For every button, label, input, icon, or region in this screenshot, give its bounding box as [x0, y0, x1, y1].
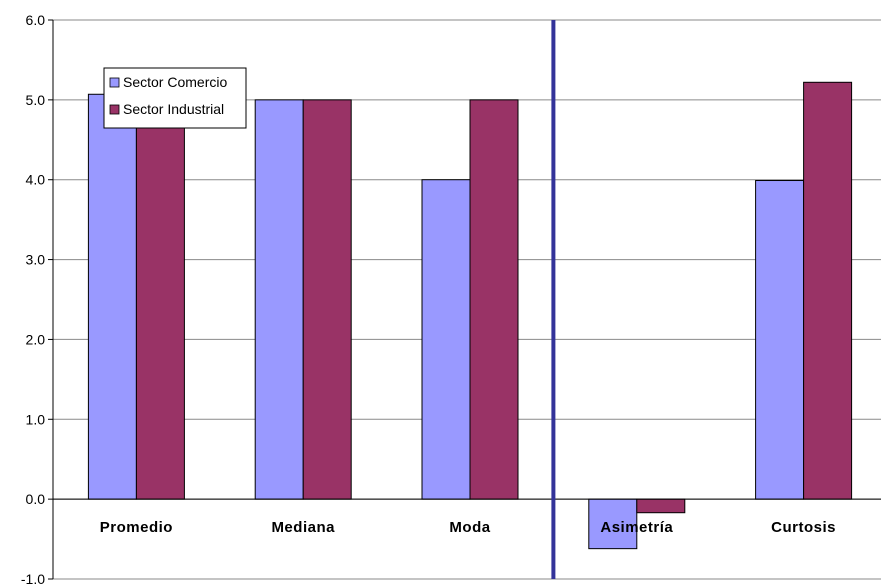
bar-comercio-0: [87, 93, 137, 500]
category-label: Curtosis: [771, 519, 836, 536]
legend-label-comercio: Sector Comercio: [123, 74, 227, 90]
category-label: Asimetría: [600, 519, 673, 536]
bar-comercio-3: [588, 498, 638, 550]
category-label: Promedio: [100, 519, 173, 536]
bar-industrial-4: [803, 81, 853, 500]
y-tick-label: 2.0: [26, 331, 46, 347]
legend-label-industrial: Sector Industrial: [123, 101, 224, 117]
bars: [87, 81, 853, 550]
bar-comercio-1: [254, 99, 304, 500]
y-tick-label: 0.0: [26, 491, 46, 507]
bar-comercio-2: [421, 179, 471, 500]
bar-industrial-3: [636, 498, 686, 514]
bar-industrial-1: [302, 99, 352, 500]
y-tick-label: 3.0: [26, 252, 46, 268]
bar-comercio-4: [755, 180, 805, 500]
category-labels: Promedio Mediana Moda Asimetría Curtosis: [100, 519, 836, 536]
y-tick-label: 1.0: [26, 411, 46, 427]
bar-industrial-2: [469, 99, 519, 500]
y-tick-labels: 6.0 5.0 4.0 3.0 2.0 1.0 0.0 -1.0: [21, 12, 45, 584]
legend-swatch-comercio: [109, 77, 120, 88]
y-tick-label: 5.0: [26, 92, 46, 108]
axes: [52, 20, 881, 579]
y-tick-label: -1.0: [21, 571, 45, 584]
y-tick-label: 4.0: [26, 172, 46, 188]
y-tick-label: 6.0: [26, 12, 46, 28]
bar-industrial-0: [135, 115, 185, 500]
category-label: Moda: [449, 519, 490, 536]
category-label: Mediana: [271, 519, 335, 536]
legend-swatch-industrial: [109, 104, 120, 115]
legend: Sector Comercio Sector Industrial: [103, 67, 247, 129]
legend-box: [103, 67, 247, 129]
